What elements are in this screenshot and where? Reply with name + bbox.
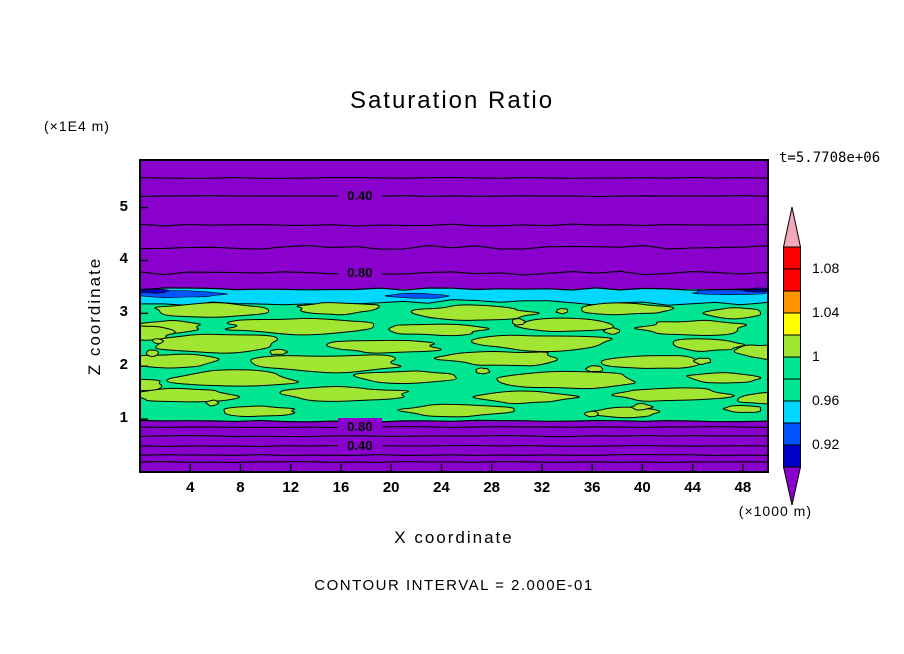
colorbar-box	[783, 378, 801, 402]
colorbar-box	[783, 290, 801, 314]
time-annotation: t=5.7708e+06	[779, 150, 881, 166]
colorbar-box	[783, 246, 801, 270]
colorbar-box	[783, 268, 801, 292]
colorbar-arrow-top	[782, 206, 802, 248]
colorbar-box	[783, 444, 801, 468]
colorbar-box	[783, 312, 801, 336]
colorbar-box	[783, 400, 801, 424]
colorbar-arrow-bottom	[782, 466, 802, 506]
contour-field	[140, 160, 768, 472]
chart-title: Saturation Ratio	[349, 87, 555, 114]
colorbar-box	[783, 334, 801, 358]
x-axis-title: X coordinate	[394, 528, 514, 547]
contour-interval-label: CONTOUR INTERVAL = 2.000E-01	[314, 577, 594, 594]
colorbar-box	[783, 356, 801, 380]
y-axis-title: Z coordinate	[85, 256, 104, 376]
y-axis-unit-label: (×1E4 m)	[44, 118, 110, 134]
x-axis-unit-label: (×1000 m)	[738, 503, 812, 519]
colorbar-box	[783, 422, 801, 446]
